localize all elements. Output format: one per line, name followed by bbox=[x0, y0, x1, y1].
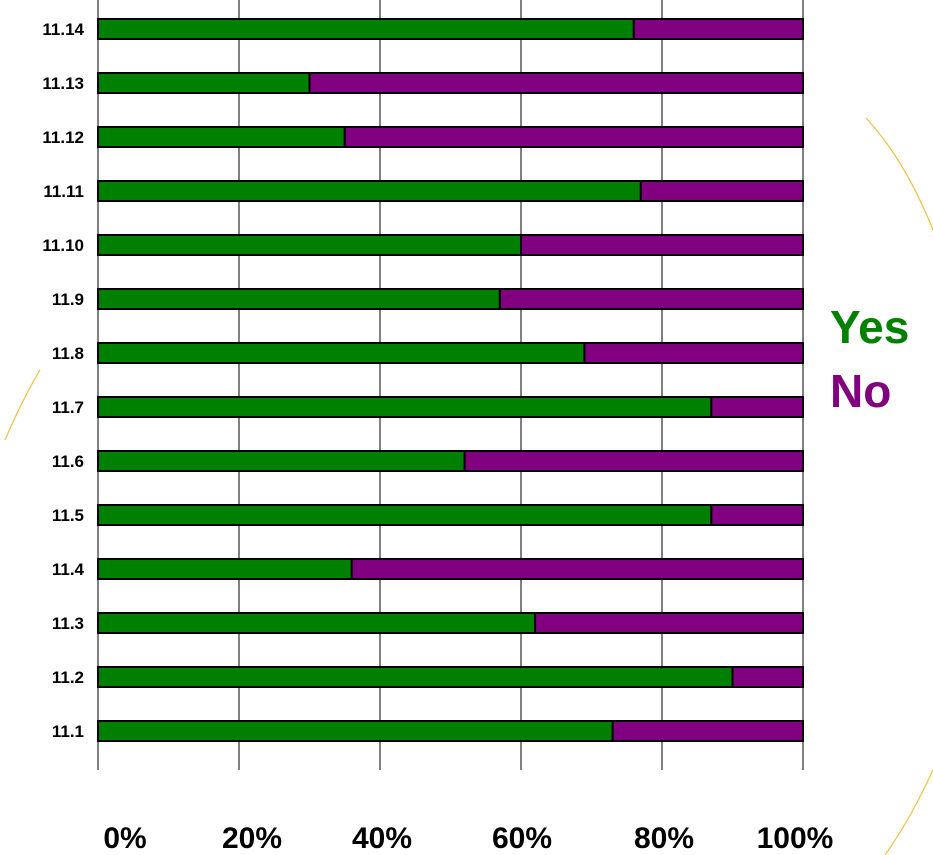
bar-no-11-1 bbox=[611, 720, 805, 742]
bar-no-11-9 bbox=[498, 288, 804, 310]
bar-yes-11-12 bbox=[97, 126, 346, 148]
category-label: 11.12 bbox=[42, 128, 84, 147]
decorative-arc-right-top bbox=[865, 117, 933, 231]
x-tick-label: 40% bbox=[352, 822, 412, 855]
bar-yes-11-13 bbox=[97, 72, 311, 94]
x-tick-label: 60% bbox=[492, 822, 552, 855]
x-tick-label: 0% bbox=[103, 822, 146, 855]
bar-yes-11-10 bbox=[97, 234, 522, 256]
bar-yes-11-11 bbox=[97, 180, 642, 202]
x-tick-label: 20% bbox=[222, 822, 282, 855]
bar-yes-11-8 bbox=[97, 342, 586, 364]
category-label: 11.5 bbox=[52, 506, 84, 525]
bar-no-11-6 bbox=[463, 450, 804, 472]
x-tick-label: 100% bbox=[757, 822, 834, 855]
bar-no-11-8 bbox=[583, 342, 805, 364]
category-labels: 11.14 11.13 11.12 11.11 11.10 11.9 11.8 11.7 11.… bbox=[42, 20, 84, 741]
decorative-arc-right-bottom bbox=[884, 769, 933, 855]
bar-yes-11-14 bbox=[97, 18, 635, 40]
legend-no: No bbox=[830, 365, 892, 417]
bar-yes-11-7 bbox=[97, 396, 713, 418]
category-label: 11.7 bbox=[52, 398, 84, 417]
category-label: 11.11 bbox=[43, 182, 84, 201]
bar-yes-11-6 bbox=[97, 450, 466, 472]
bar-no-11-5 bbox=[710, 504, 804, 526]
x-tick-labels: 0% 20% 40% 60% 80% 100% bbox=[103, 822, 833, 855]
bar-yes-11-3 bbox=[97, 612, 537, 634]
category-label: 11.10 bbox=[42, 236, 84, 255]
category-label: 11.14 bbox=[42, 20, 84, 39]
bar-no-11-11 bbox=[639, 180, 804, 202]
bar-no-11-3 bbox=[534, 612, 804, 634]
bar-no-11-10 bbox=[520, 234, 804, 256]
bar-yes-11-4 bbox=[97, 558, 353, 580]
bar-yes-11-9 bbox=[97, 288, 501, 310]
bars bbox=[97, 18, 805, 742]
bar-no-11-12 bbox=[343, 126, 804, 148]
category-label: 11.4 bbox=[52, 560, 85, 579]
bar-yes-11-1 bbox=[97, 720, 614, 742]
bar-no-11-2 bbox=[731, 666, 804, 688]
category-label: 11.6 bbox=[52, 452, 84, 471]
category-label: 11.2 bbox=[52, 668, 84, 687]
category-label: 11.3 bbox=[52, 614, 84, 633]
bar-no-11-7 bbox=[710, 396, 804, 418]
category-label: 11.13 bbox=[42, 74, 84, 93]
category-label: 11.1 bbox=[52, 722, 84, 741]
category-label: 11.8 bbox=[52, 344, 84, 363]
legend-yes: Yes bbox=[830, 301, 910, 353]
grid bbox=[97, 0, 804, 770]
bar-yes-11-5 bbox=[97, 504, 713, 526]
decorative-arc-left bbox=[4, 369, 41, 441]
bar-yes-11-2 bbox=[97, 666, 734, 688]
bar-no-11-4 bbox=[350, 558, 804, 580]
bar-no-11-13 bbox=[308, 72, 804, 94]
bar-no-11-14 bbox=[632, 18, 804, 40]
decorative-arcs bbox=[4, 117, 933, 855]
category-label: 11.9 bbox=[52, 290, 84, 309]
x-tick-label: 80% bbox=[634, 822, 694, 855]
